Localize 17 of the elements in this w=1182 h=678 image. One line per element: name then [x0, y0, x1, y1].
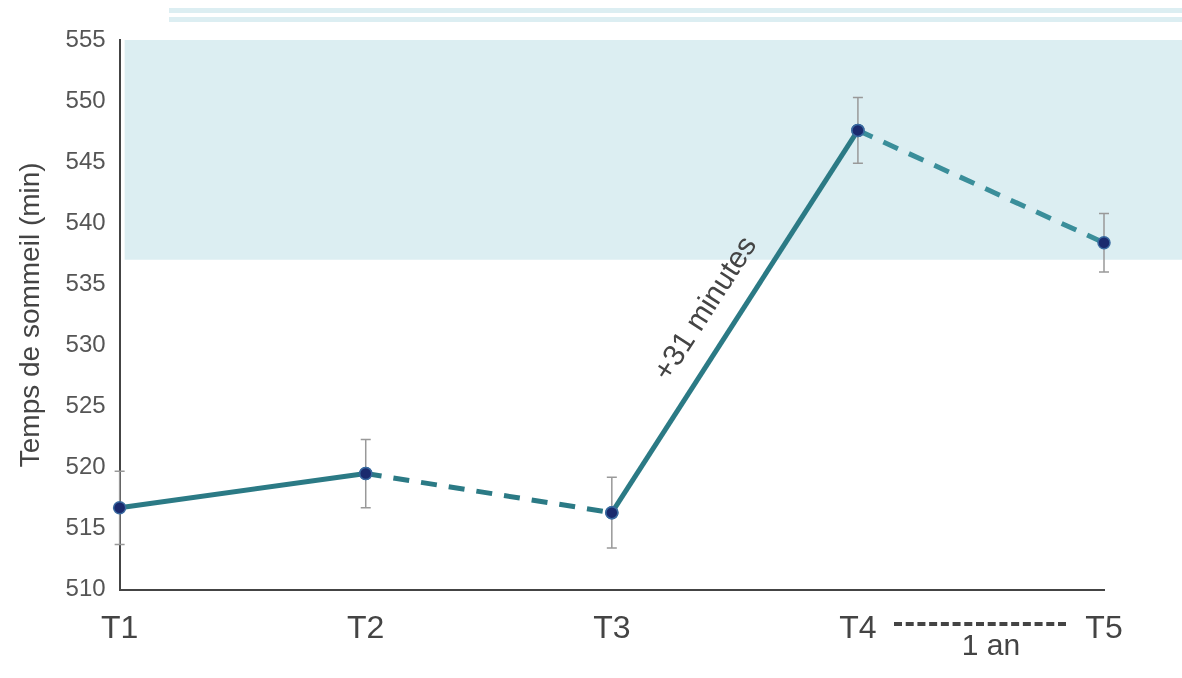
y-tick-label: 525	[65, 391, 106, 419]
x-tick-label: T1	[100, 608, 139, 645]
y-tick-label: 550	[65, 85, 106, 113]
y-tick-label: 510	[65, 574, 106, 602]
y-axis-title: Temps de sommeil (min)	[13, 162, 45, 468]
y-tick-label: 545	[65, 146, 106, 174]
y-tick-label: 555	[65, 24, 106, 52]
text: 1 an	[961, 627, 1021, 661]
y-tick-label: 540	[65, 207, 106, 235]
y-tick-label: 530	[65, 329, 106, 357]
x-tick-label: T2	[347, 608, 385, 645]
y-tick-label: 515	[65, 513, 106, 541]
y-tick-label: 535	[65, 268, 106, 296]
x-tick-label: T3	[593, 608, 631, 645]
x-tick-label: T5	[1085, 608, 1123, 645]
x-tick-label: T4	[839, 608, 877, 645]
y-tick-label: 520	[65, 452, 106, 480]
